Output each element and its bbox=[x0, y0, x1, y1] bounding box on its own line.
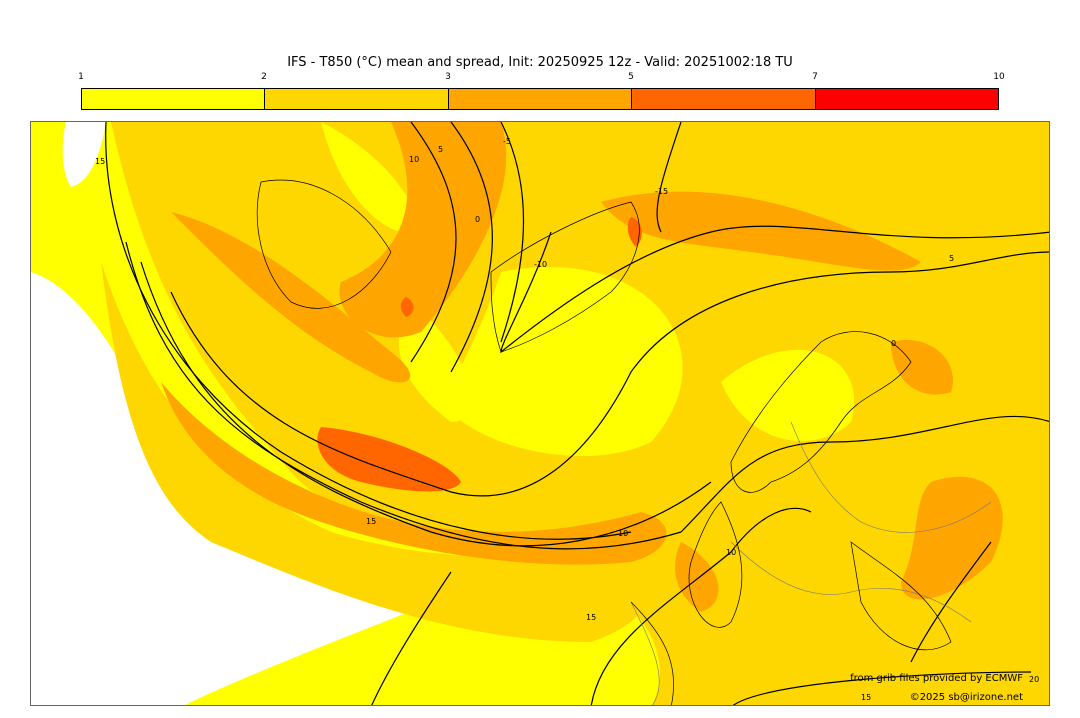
contour-label: 15 bbox=[95, 157, 105, 166]
contour-label: 20 bbox=[1029, 675, 1039, 684]
map-canvas: 15 10 5 0 -5 -10 -15 5 0 15 10 10 15 20 … bbox=[31, 122, 1049, 705]
low-spread-area bbox=[62, 122, 106, 187]
colorbar-tick: 5 bbox=[628, 72, 634, 82]
spread-band-below-1 bbox=[321, 122, 421, 234]
spread-map: 15 10 5 0 -5 -10 -15 5 0 15 10 10 15 20 … bbox=[30, 121, 1050, 706]
contour-label: -15 bbox=[655, 187, 668, 196]
contour-label: 10 bbox=[726, 548, 736, 557]
spread-band-3-5 bbox=[317, 427, 461, 492]
colorbar-segment-3-5 bbox=[448, 89, 633, 109]
colorbar-segment-2-3 bbox=[265, 89, 449, 109]
colorbar-tick: 7 bbox=[812, 72, 818, 82]
colorbar-segment-7-10 bbox=[815, 89, 999, 109]
colorbar-tick: 1 bbox=[78, 72, 84, 82]
isotherms bbox=[105, 122, 1049, 705]
contour-label: 10 bbox=[409, 155, 419, 164]
colorbar-tick: 10 bbox=[993, 72, 1005, 82]
spread-band-2-3 bbox=[601, 191, 921, 271]
colorbar bbox=[81, 88, 999, 110]
spread-band-3-5 bbox=[400, 297, 414, 317]
contour-label: 5 bbox=[949, 254, 954, 263]
copyright-credit: ©2025 sb@irizone.net bbox=[909, 692, 1023, 703]
spread-band-2-3 bbox=[171, 212, 411, 383]
colorbar-segment-5-7 bbox=[632, 89, 816, 109]
spread-band-1-2 bbox=[101, 262, 652, 642]
coastlines bbox=[256, 179, 952, 705]
contour-labels: 15 10 5 0 -5 -10 -15 5 0 15 10 10 15 20 … bbox=[95, 137, 1039, 702]
contour-label: 0 bbox=[891, 339, 896, 348]
contour-label: -5 bbox=[503, 137, 511, 146]
contour-label: 15 bbox=[861, 693, 871, 702]
contour-label: -10 bbox=[534, 260, 547, 269]
map-title: IFS - T850 (°C) mean and spread, Init: 2… bbox=[287, 55, 793, 70]
colorbar-tick: 2 bbox=[261, 72, 267, 82]
spread-band-2-3 bbox=[339, 122, 507, 338]
contour-label: 10 bbox=[618, 529, 628, 538]
colorbar-segment-1-2 bbox=[82, 89, 266, 109]
spread-band-2-3 bbox=[901, 476, 1003, 600]
spread-band-2-3 bbox=[675, 542, 719, 612]
contour-label: 5 bbox=[438, 145, 443, 154]
spread-band-2-3 bbox=[891, 340, 953, 395]
spread-band-3-5 bbox=[627, 217, 642, 247]
contour-label: 0 bbox=[475, 215, 480, 224]
contour-label: 15 bbox=[366, 517, 376, 526]
data-source-credit: from grib files provided by ECMWF bbox=[850, 673, 1023, 684]
colorbar-tick: 3 bbox=[445, 72, 451, 82]
spread-band-below-1 bbox=[721, 349, 855, 442]
contour-label: 15 bbox=[586, 613, 596, 622]
country-borders bbox=[630, 421, 992, 705]
spread-band-below-1 bbox=[441, 266, 683, 457]
